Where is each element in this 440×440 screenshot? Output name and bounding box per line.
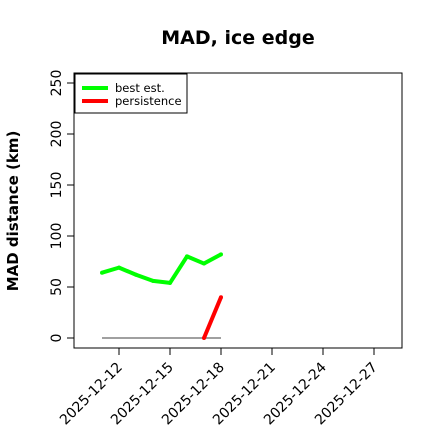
series-point <box>219 295 223 300</box>
y-tick-label: 200 <box>49 121 65 148</box>
legend-label-best-est: best est. <box>115 81 165 95</box>
y-tick-label: 50 <box>49 278 65 296</box>
y-axis: 0 50 100 150 200 250 <box>49 70 75 343</box>
y-tick-label: 0 <box>49 334 65 343</box>
series-point <box>100 270 104 275</box>
x-axis: 2025-12-122025-12-152025-12-182025-12-21… <box>57 347 381 428</box>
y-tick-label: 100 <box>49 223 65 250</box>
series-point <box>219 252 223 257</box>
series-point <box>117 265 121 270</box>
series-point <box>134 272 138 277</box>
y-axis-label: MAD distance (km) <box>4 131 22 292</box>
plot-frame <box>73 72 403 349</box>
y-tick-label: 150 <box>49 172 65 199</box>
series-point <box>185 254 189 259</box>
legend-box <box>74 73 188 114</box>
series-point <box>202 336 206 340</box>
chart-title: MAD, ice edge <box>161 27 314 49</box>
series-point <box>168 280 172 285</box>
series-layer <box>100 252 223 340</box>
series-persistence-line <box>202 296 223 339</box>
series-point <box>202 261 206 266</box>
legend-label-persistence: persistence <box>115 94 182 108</box>
legend: best est. persistence <box>74 73 188 114</box>
y-tick-label: 250 <box>49 70 65 97</box>
series-point <box>151 278 155 283</box>
series-best-est-line <box>101 252 222 285</box>
